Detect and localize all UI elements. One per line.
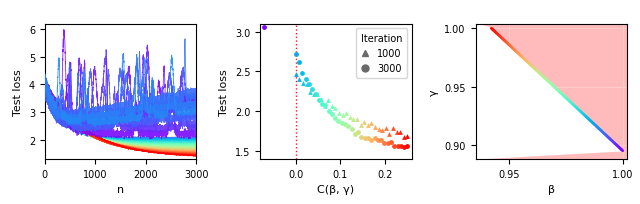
Point — [294, 61, 304, 65]
Point — [268, 2, 278, 5]
Point — [334, 112, 344, 115]
Point — [314, 99, 324, 102]
Point — [370, 126, 380, 129]
Point — [319, 105, 330, 108]
Point — [341, 112, 351, 115]
Point — [381, 127, 391, 130]
Point — [262, 18, 273, 21]
Point — [360, 136, 370, 140]
Point — [266, 5, 276, 8]
Point — [298, 72, 308, 75]
Point — [260, 19, 271, 22]
Point — [388, 127, 398, 130]
Point — [380, 142, 390, 145]
Point — [310, 93, 321, 96]
Point — [403, 144, 413, 148]
Point — [312, 93, 323, 97]
Point — [320, 104, 330, 108]
Point — [301, 83, 312, 86]
Point — [343, 124, 353, 128]
Point — [396, 145, 406, 148]
Point — [352, 118, 362, 121]
Point — [359, 121, 369, 124]
Point — [372, 138, 383, 142]
X-axis label: C(β, γ): C(β, γ) — [317, 184, 355, 194]
Point — [264, 10, 274, 13]
Point — [392, 144, 403, 147]
Point — [384, 132, 394, 136]
Point — [392, 131, 402, 134]
Point — [376, 139, 387, 142]
Point — [298, 82, 308, 85]
Point — [348, 118, 358, 121]
Point — [301, 78, 311, 81]
Point — [333, 120, 344, 123]
X-axis label: β: β — [548, 184, 555, 194]
Point — [386, 140, 396, 143]
Point — [395, 131, 405, 134]
Point — [307, 88, 317, 91]
Y-axis label: γ: γ — [429, 89, 439, 95]
Point — [337, 114, 348, 117]
Point — [403, 134, 413, 138]
Y-axis label: Test loss: Test loss — [13, 69, 23, 115]
Point — [305, 91, 316, 94]
Point — [350, 132, 360, 136]
Point — [294, 78, 305, 81]
Point — [304, 83, 314, 86]
Point — [383, 141, 393, 145]
X-axis label: n: n — [117, 184, 124, 194]
Point — [353, 131, 364, 134]
Point — [399, 146, 409, 149]
Point — [345, 115, 355, 119]
Point — [323, 99, 333, 102]
Point — [356, 136, 367, 139]
Point — [399, 135, 409, 139]
Point — [363, 124, 373, 127]
Point — [377, 129, 387, 132]
Point — [366, 122, 376, 125]
Point — [340, 123, 350, 126]
Point — [316, 98, 326, 101]
Point — [327, 113, 337, 116]
Point — [330, 117, 340, 120]
Point — [363, 137, 373, 140]
Point — [369, 137, 380, 140]
Y-axis label: Test loss: Test loss — [220, 69, 229, 115]
Point — [324, 110, 334, 113]
Point — [389, 145, 399, 148]
Point — [317, 103, 327, 106]
Point — [337, 121, 347, 125]
Legend: 1000, 3000: 1000, 3000 — [356, 29, 407, 79]
Polygon shape — [476, 24, 623, 159]
Point — [355, 123, 365, 127]
Point — [366, 138, 376, 142]
Point — [374, 128, 384, 131]
Point — [308, 93, 319, 96]
Point — [291, 73, 301, 76]
Point — [291, 53, 301, 56]
Point — [326, 104, 337, 108]
Point — [330, 107, 340, 110]
Point — [259, 26, 269, 29]
Point — [346, 128, 356, 131]
